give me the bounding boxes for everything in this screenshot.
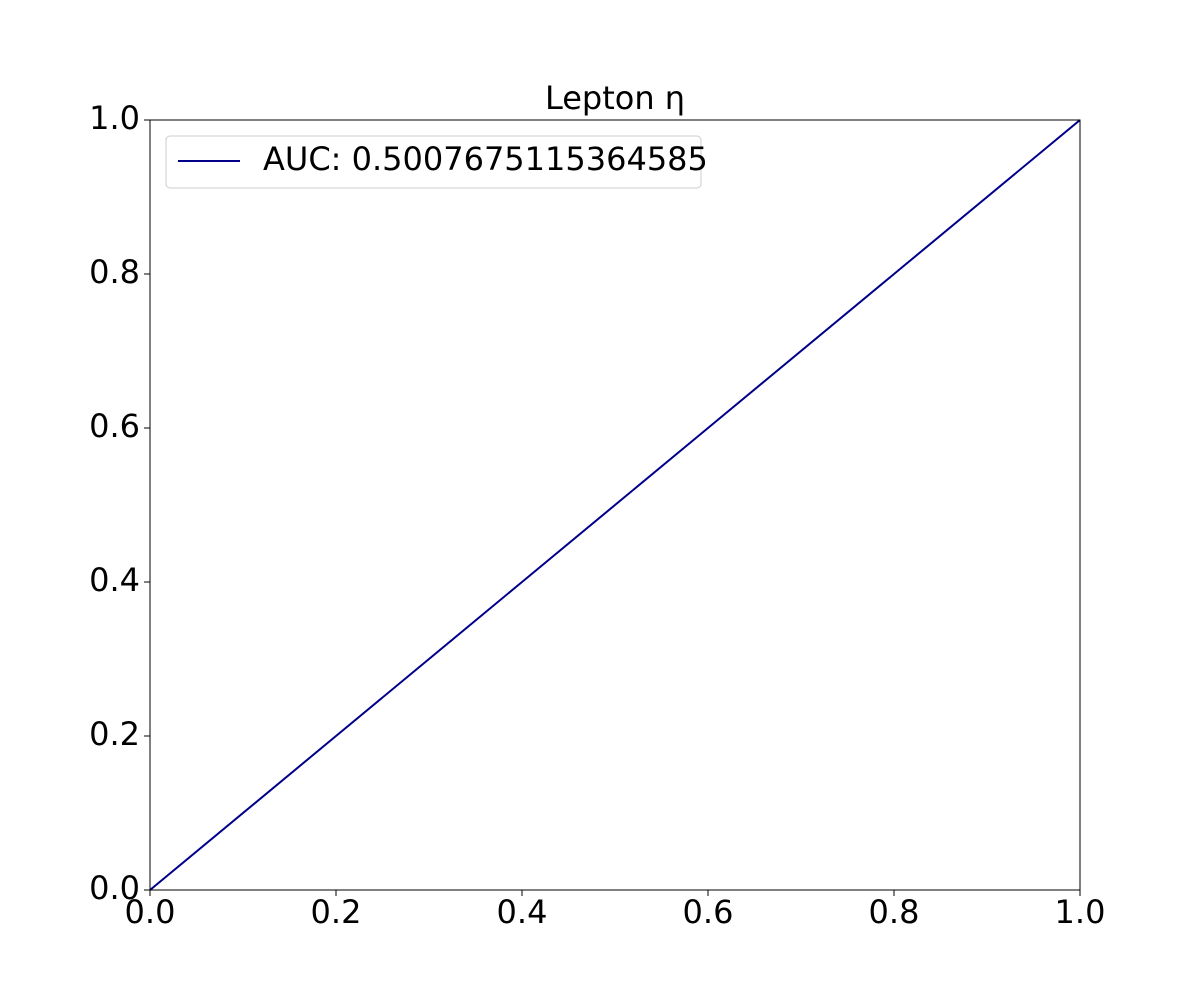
x-tick-label: 0.8: [869, 893, 920, 931]
x-tick-label: 0.0: [125, 893, 176, 931]
roc-line: [149, 119, 1081, 891]
legend-box: [165, 135, 702, 189]
plot-frame: [149, 119, 1081, 891]
x-tick-label: 0.4: [497, 893, 548, 931]
legend-label: AUC: 0.5007675115364585: [263, 140, 708, 178]
x-tick-label: 1.0: [1055, 893, 1106, 931]
y-tick-label: 0.4: [89, 561, 140, 599]
x-tick-label: 0.2: [311, 893, 362, 931]
y-tick-label: 0.0: [89, 869, 140, 907]
x-tick-label: 0.6: [683, 893, 734, 931]
y-tick-label: 0.2: [89, 715, 140, 753]
chart-title: Lepton η: [545, 79, 685, 117]
y-tick-label: 0.8: [89, 253, 140, 291]
y-tick-label: 1.0: [89, 99, 140, 137]
y-tick-label: 0.6: [89, 407, 140, 445]
